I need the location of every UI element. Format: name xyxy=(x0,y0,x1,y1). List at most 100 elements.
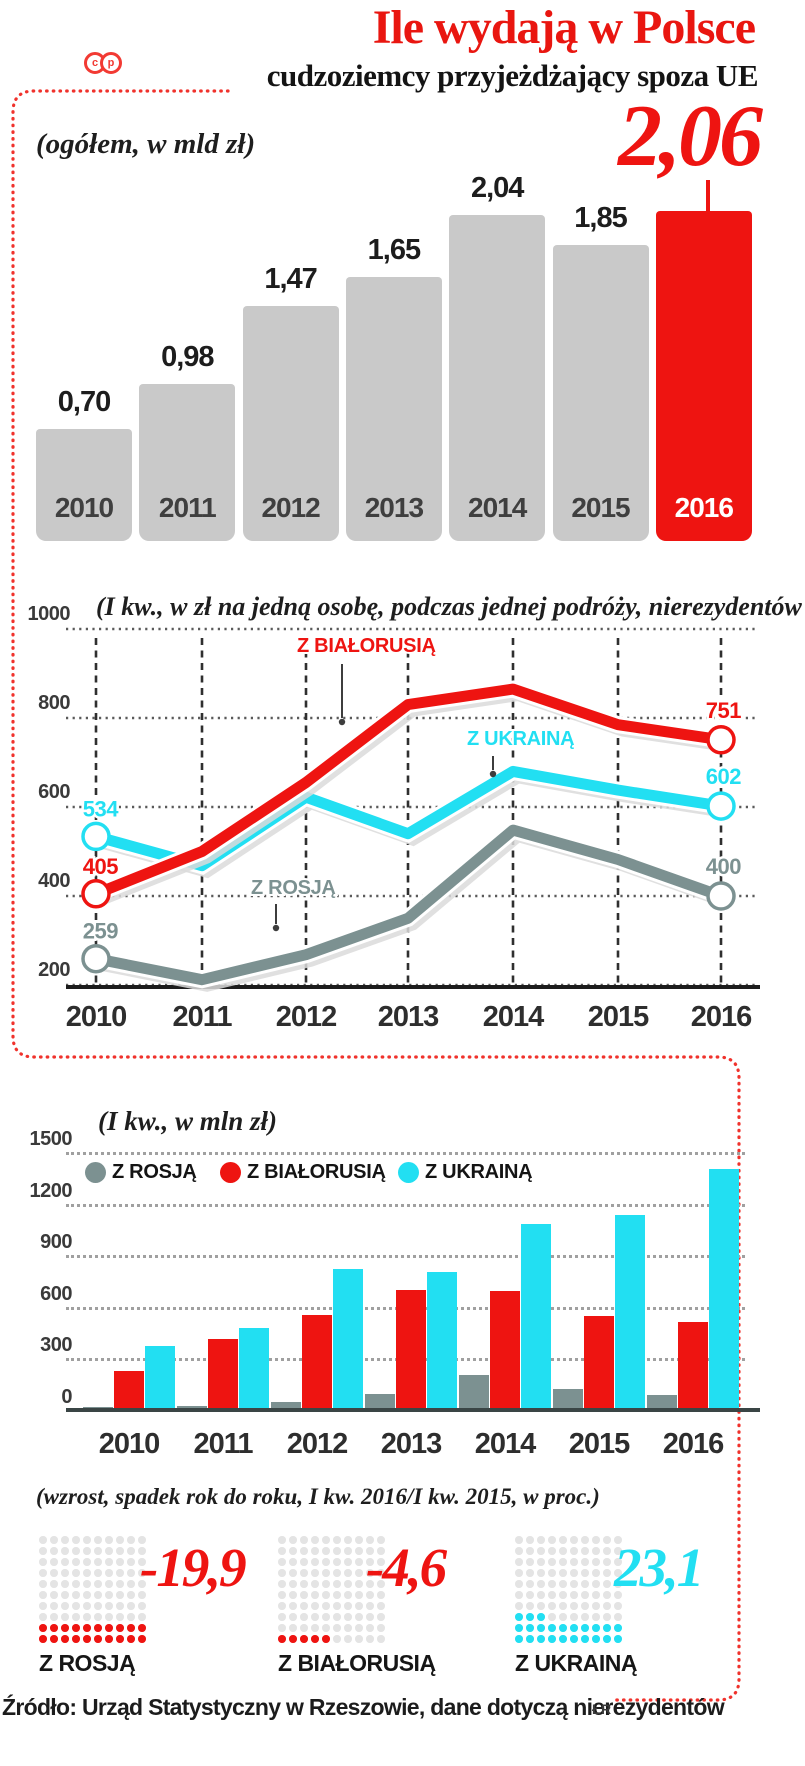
waffle-dot-empty xyxy=(311,1613,319,1621)
waffle-dot-empty xyxy=(278,1613,286,1621)
waffle-dot-empty xyxy=(289,1624,297,1632)
waffle-dot-empty xyxy=(311,1536,319,1544)
waffle-dot-empty xyxy=(94,1558,102,1566)
bar-year-label: 2011 xyxy=(158,492,217,523)
waffle-dot-empty xyxy=(39,1569,47,1577)
h-gridline xyxy=(66,1152,745,1156)
waffle-dot-empty xyxy=(559,1613,567,1621)
waffle-dot-empty xyxy=(322,1569,330,1577)
waffle-dot-empty xyxy=(61,1569,69,1577)
waffle-dot-empty xyxy=(311,1602,319,1610)
waffle-dot-empty xyxy=(300,1547,308,1555)
waffle-dot-empty xyxy=(311,1569,319,1577)
waffle-dot-empty xyxy=(278,1591,286,1599)
bar-2016-Z ROSJĄ xyxy=(647,1394,677,1410)
waffle-dot-empty xyxy=(581,1569,589,1577)
waffle-dot-empty xyxy=(83,1536,91,1544)
waffle-dot-empty xyxy=(72,1569,80,1577)
waffle-dot-empty xyxy=(127,1613,135,1621)
waffle-dot-empty xyxy=(344,1613,352,1621)
waffle-dot-empty xyxy=(127,1580,135,1588)
waffle-dot-empty xyxy=(548,1591,556,1599)
waffle-dot-filled xyxy=(61,1624,69,1632)
waffle-dot-empty xyxy=(355,1613,363,1621)
x-tick-label: 2014 xyxy=(474,1428,537,1460)
waffle-dot-empty xyxy=(366,1536,374,1544)
y-tick-label: 800 xyxy=(38,692,70,714)
waffle-dot-empty xyxy=(50,1536,58,1544)
waffle-dot-empty xyxy=(344,1569,352,1577)
bar-2014-Z BIAŁORUSIĄ xyxy=(490,1290,520,1410)
waffle-dot-filled xyxy=(50,1624,58,1632)
bar-value-label: 2,04 xyxy=(470,171,524,204)
last-value-label: 400 xyxy=(706,854,741,879)
series-arrow-dot xyxy=(272,924,280,932)
waffle-dot-empty xyxy=(72,1558,80,1566)
x-tick-label: 2011 xyxy=(173,1001,233,1033)
bar-2013-Z UKRAINĄ xyxy=(427,1271,457,1410)
legend-dot-Z UKRAINĄ xyxy=(398,1162,419,1183)
waffle-dot-filled xyxy=(526,1624,534,1632)
y-tick-label: 600 xyxy=(40,1282,72,1305)
chart1-highlight-value: 2,06 xyxy=(618,88,763,185)
waffle-dot-empty xyxy=(61,1591,69,1599)
waffle-dot-empty xyxy=(333,1602,341,1610)
waffle-dot-empty xyxy=(116,1558,124,1566)
waffle-dot-empty xyxy=(548,1558,556,1566)
waffle-dot-empty xyxy=(526,1591,534,1599)
waffle-dot-empty xyxy=(603,1536,611,1544)
waffle-dot-empty xyxy=(537,1569,545,1577)
waffle-dot-filled xyxy=(592,1635,600,1643)
waffle-dot-empty xyxy=(366,1569,374,1577)
waffle-dot-empty xyxy=(592,1558,600,1566)
x-tick-label: 2016 xyxy=(662,1428,725,1460)
waffle-dot-empty xyxy=(570,1536,578,1544)
waffle-dot-empty xyxy=(105,1558,113,1566)
waffle-dot-empty xyxy=(311,1591,319,1599)
waffle-dot-empty xyxy=(537,1591,545,1599)
waffle-dot-filled xyxy=(127,1624,135,1632)
series-arrow-dot xyxy=(338,718,346,726)
series-label: Z ROSJĄ xyxy=(251,877,336,899)
waffle-dot-empty xyxy=(355,1580,363,1588)
y-tick-label: 1200 xyxy=(29,1179,73,1202)
waffle-dot-empty xyxy=(592,1569,600,1577)
waffle-dot-filled xyxy=(559,1635,567,1643)
waffle-dot-empty xyxy=(526,1569,534,1577)
waffle-dot-empty xyxy=(300,1591,308,1599)
waffle-dot-empty xyxy=(355,1536,363,1544)
waffle-dot-empty xyxy=(105,1591,113,1599)
waffle-dot-filled xyxy=(300,1635,308,1643)
x-axis xyxy=(66,1408,760,1412)
x-tick-label: 2015 xyxy=(568,1428,631,1460)
waffle-dot-empty xyxy=(289,1569,297,1577)
waffle-dot-empty xyxy=(116,1602,124,1610)
page-title: Ile wydają w Polsce xyxy=(372,1,756,54)
waffle-dot-empty xyxy=(116,1536,124,1544)
bar-2011 xyxy=(139,384,236,541)
first-value-label: 534 xyxy=(83,796,119,821)
x-tick-label: 2015 xyxy=(588,1001,649,1033)
waffle-dot-empty xyxy=(83,1613,91,1621)
waffle-dot-empty xyxy=(559,1547,567,1555)
source-text: Źródło: Urząd Statystyczny w Rzeszowie, … xyxy=(2,1694,725,1720)
waffle-dot-empty xyxy=(278,1602,286,1610)
waffle-dot-empty xyxy=(592,1591,600,1599)
waffle-dot-filled xyxy=(72,1624,80,1632)
waffle-dot-empty xyxy=(377,1547,385,1555)
waffle-dot-empty xyxy=(570,1580,578,1588)
waffle-dot-filled xyxy=(581,1624,589,1632)
waffle-dot-empty xyxy=(581,1591,589,1599)
waffle-dot-empty xyxy=(278,1536,286,1544)
waffle-dot-empty xyxy=(300,1602,308,1610)
waffle-dot-empty xyxy=(592,1580,600,1588)
waffle-dot-empty xyxy=(355,1602,363,1610)
waffle-dot-filled xyxy=(570,1635,578,1643)
bar-2016 xyxy=(655,211,752,541)
waffle-dot-empty xyxy=(526,1547,534,1555)
bar-year-label: 2016 xyxy=(674,492,734,523)
waffle-dot-empty xyxy=(289,1536,297,1544)
waffle-dot-empty xyxy=(94,1613,102,1621)
bar-2010 xyxy=(36,429,132,541)
bar-2015-Z BIAŁORUSIĄ xyxy=(584,1316,614,1410)
